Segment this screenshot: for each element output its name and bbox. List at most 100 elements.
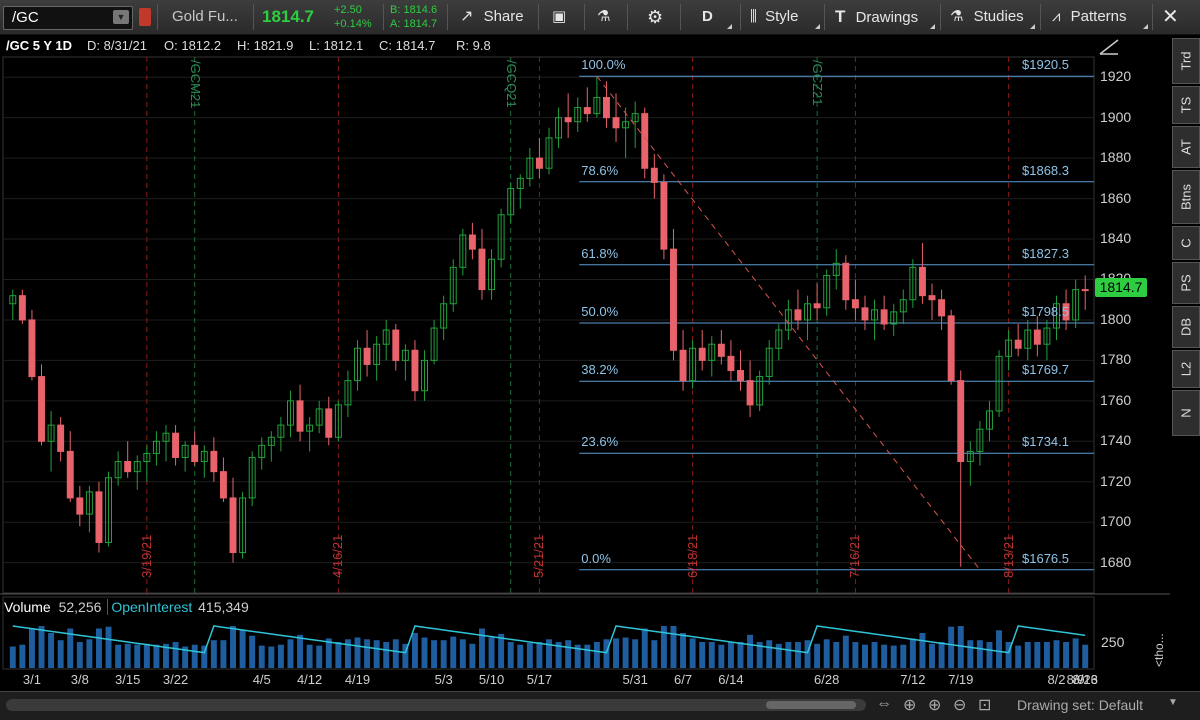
candle-body bbox=[354, 347, 361, 382]
price-tick-label: 1760 bbox=[1100, 391, 1132, 408]
volume-bar bbox=[574, 644, 581, 668]
candle-body bbox=[957, 380, 965, 463]
aggregation-button[interactable]: D bbox=[702, 0, 713, 34]
fibonacci-retracement[interactable] bbox=[579, 75, 1094, 571]
candle-body bbox=[765, 347, 773, 378]
volume-bar bbox=[737, 642, 744, 668]
patterns-button[interactable]: ⩘ Patterns bbox=[1052, 0, 1127, 34]
zoom-in-icon[interactable]: ⊕ bbox=[928, 697, 942, 714]
fib-level-price: $1827.3 bbox=[1022, 245, 1069, 261]
gear-button[interactable]: ⚙ bbox=[647, 0, 663, 34]
right-tab-c[interactable]: C bbox=[1172, 226, 1200, 260]
volume-bar bbox=[823, 639, 830, 668]
volume-bar bbox=[718, 644, 725, 668]
candle-body bbox=[392, 329, 400, 361]
right-tab-ts[interactable]: TS bbox=[1172, 86, 1200, 124]
volume-bar bbox=[890, 645, 897, 668]
time-tick-label: 4/19 bbox=[344, 672, 371, 687]
aggregation-dropdown-icon bbox=[727, 24, 732, 29]
date-marker-label: 8/13/21 bbox=[1000, 534, 1016, 578]
candle-body bbox=[583, 107, 591, 115]
candle-body bbox=[488, 258, 496, 291]
horizontal-scrollbar[interactable] bbox=[6, 699, 866, 711]
candle-body bbox=[325, 408, 333, 438]
candle-body bbox=[918, 266, 926, 297]
open-interest-label: OpenInterest bbox=[107, 599, 193, 615]
price-tick-label: 1720 bbox=[1100, 472, 1132, 489]
candle-body bbox=[842, 262, 850, 301]
time-tick-label: 3/1 bbox=[22, 672, 41, 687]
candle-body bbox=[650, 167, 658, 183]
candle-body bbox=[66, 450, 74, 499]
last-price-tag: 1814.7 bbox=[1095, 278, 1147, 297]
drawing-set-label[interactable]: Drawing set: Default bbox=[1017, 697, 1144, 713]
volume-bar bbox=[230, 626, 236, 668]
symbol-input[interactable]: /GC ▼ bbox=[3, 6, 133, 30]
candle-body bbox=[133, 461, 141, 473]
fib-level-price: $1868.3 bbox=[1022, 162, 1069, 178]
candle-body bbox=[459, 234, 467, 268]
candle-body bbox=[909, 266, 917, 301]
time-tick-label: 3/15 bbox=[115, 672, 141, 687]
volume-bar bbox=[450, 636, 457, 668]
candle-body bbox=[976, 428, 984, 452]
crosshair-icon[interactable]: ⊕ bbox=[903, 697, 917, 714]
volume-bar bbox=[86, 639, 93, 668]
scrollbar-thumb[interactable] bbox=[766, 701, 856, 709]
candle-body bbox=[239, 497, 247, 554]
bid-price: B: 1814.6 bbox=[390, 4, 438, 16]
drawings-label: Drawings bbox=[855, 9, 919, 26]
candle-body bbox=[535, 157, 543, 169]
drawing-set-dropdown-icon[interactable]: ▼ bbox=[1168, 697, 1178, 708]
volume-bar bbox=[325, 638, 332, 668]
volume-bar bbox=[517, 644, 524, 668]
right-tab-n[interactable]: N bbox=[1172, 390, 1200, 436]
candle-body bbox=[794, 309, 802, 321]
right-tab-ps[interactable]: PS bbox=[1172, 262, 1200, 304]
price-chart[interactable] bbox=[0, 0, 1170, 719]
right-tab-at[interactable]: AT bbox=[1172, 126, 1200, 168]
pan-icon[interactable]: ⇔ bbox=[876, 695, 892, 712]
right-tab-btns[interactable]: Btns bbox=[1172, 170, 1200, 224]
time-tick-label: 8/9 bbox=[1066, 672, 1085, 687]
trend-tool-icon[interactable] bbox=[1099, 39, 1119, 55]
volume-bar bbox=[153, 644, 160, 668]
right-tab-db[interactable]: DB bbox=[1172, 306, 1200, 348]
candle-body bbox=[38, 376, 45, 442]
price-tick-label: 1860 bbox=[1100, 189, 1132, 206]
trendline[interactable] bbox=[596, 75, 981, 571]
chart-header: /GC 5 Y 1D D: 8/31/21 O: 1812.2 H: 1821.… bbox=[0, 35, 1094, 57]
price-tick-label: 1900 bbox=[1100, 108, 1132, 125]
price-tick-label: 1740 bbox=[1100, 432, 1132, 449]
link-color-icon[interactable] bbox=[139, 8, 151, 26]
studies-button[interactable]: ⚗ Studies bbox=[950, 0, 1024, 34]
symbol-dropdown-icon[interactable]: ▼ bbox=[113, 10, 129, 24]
candle-body bbox=[727, 355, 735, 372]
candle-body bbox=[861, 307, 869, 321]
price-tick-label: 1780 bbox=[1100, 351, 1132, 368]
volume-bar bbox=[383, 642, 390, 668]
volume-bar bbox=[900, 644, 907, 668]
style-label: Style bbox=[765, 8, 799, 25]
flask-icon: ⚗ bbox=[597, 8, 611, 25]
share-button[interactable]: ↗ Share bbox=[460, 0, 524, 34]
style-button[interactable]: ⫼ Style bbox=[750, 0, 798, 34]
candle-body bbox=[28, 319, 36, 378]
volume-bar bbox=[57, 640, 64, 668]
close-button[interactable]: ✕ bbox=[1162, 0, 1179, 34]
candle-body bbox=[440, 303, 448, 329]
chart-settings-button[interactable]: ▣ bbox=[552, 0, 566, 34]
volume-bar bbox=[459, 639, 466, 668]
drawings-button[interactable]: T Drawings bbox=[835, 0, 918, 34]
flask-button[interactable]: ⚗ bbox=[597, 0, 610, 34]
right-tab-l2[interactable]: L2 bbox=[1172, 350, 1200, 388]
candle-body bbox=[851, 299, 859, 309]
candle-body bbox=[344, 380, 352, 406]
date-marker-label: 5/21/21 bbox=[531, 534, 547, 578]
candle-body bbox=[602, 96, 610, 119]
zoom-box-icon[interactable]: ⊡ bbox=[978, 697, 992, 714]
right-tab-trd[interactable]: Trd bbox=[1172, 38, 1200, 84]
volume-bar bbox=[1072, 638, 1079, 668]
zoom-out-icon[interactable]: ⊖ bbox=[953, 697, 967, 714]
volume-bar bbox=[565, 640, 572, 668]
